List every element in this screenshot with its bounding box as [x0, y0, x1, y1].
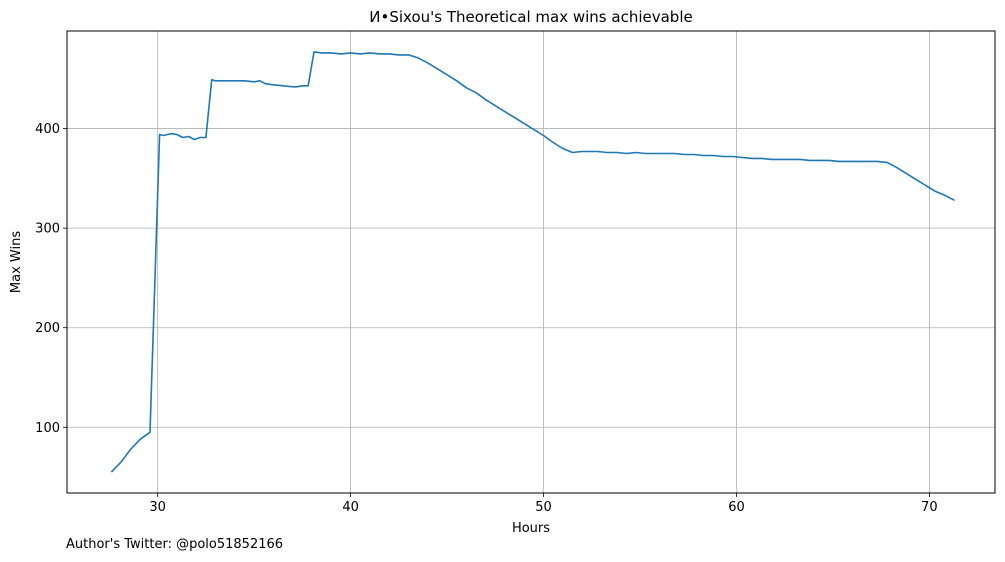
x-tick-label: 50	[535, 500, 552, 515]
y-tick-label: 200	[35, 321, 60, 336]
y-tick-label: 400	[35, 122, 60, 137]
author-credit: Author's Twitter: @polo51852166	[66, 537, 284, 552]
series-line	[110, 51, 955, 473]
x-tick-label: 30	[149, 500, 166, 515]
axis-ticks: 30 40 50 60 70 100 200 300 400	[35, 122, 938, 515]
x-axis-label: Hours	[512, 521, 550, 536]
y-tick-label: 100	[35, 421, 60, 436]
x-tick-label: 40	[342, 500, 359, 515]
x-tick-label: 70	[921, 500, 938, 515]
x-tick-label: 60	[728, 500, 745, 515]
y-axis-label: Max Wins	[9, 231, 24, 293]
chart-title: И•Sixou's Theoretical max wins achievabl…	[369, 8, 692, 26]
plot-area-frame	[66, 30, 996, 494]
grid	[67, 31, 995, 493]
y-tick-label: 300	[35, 222, 60, 237]
